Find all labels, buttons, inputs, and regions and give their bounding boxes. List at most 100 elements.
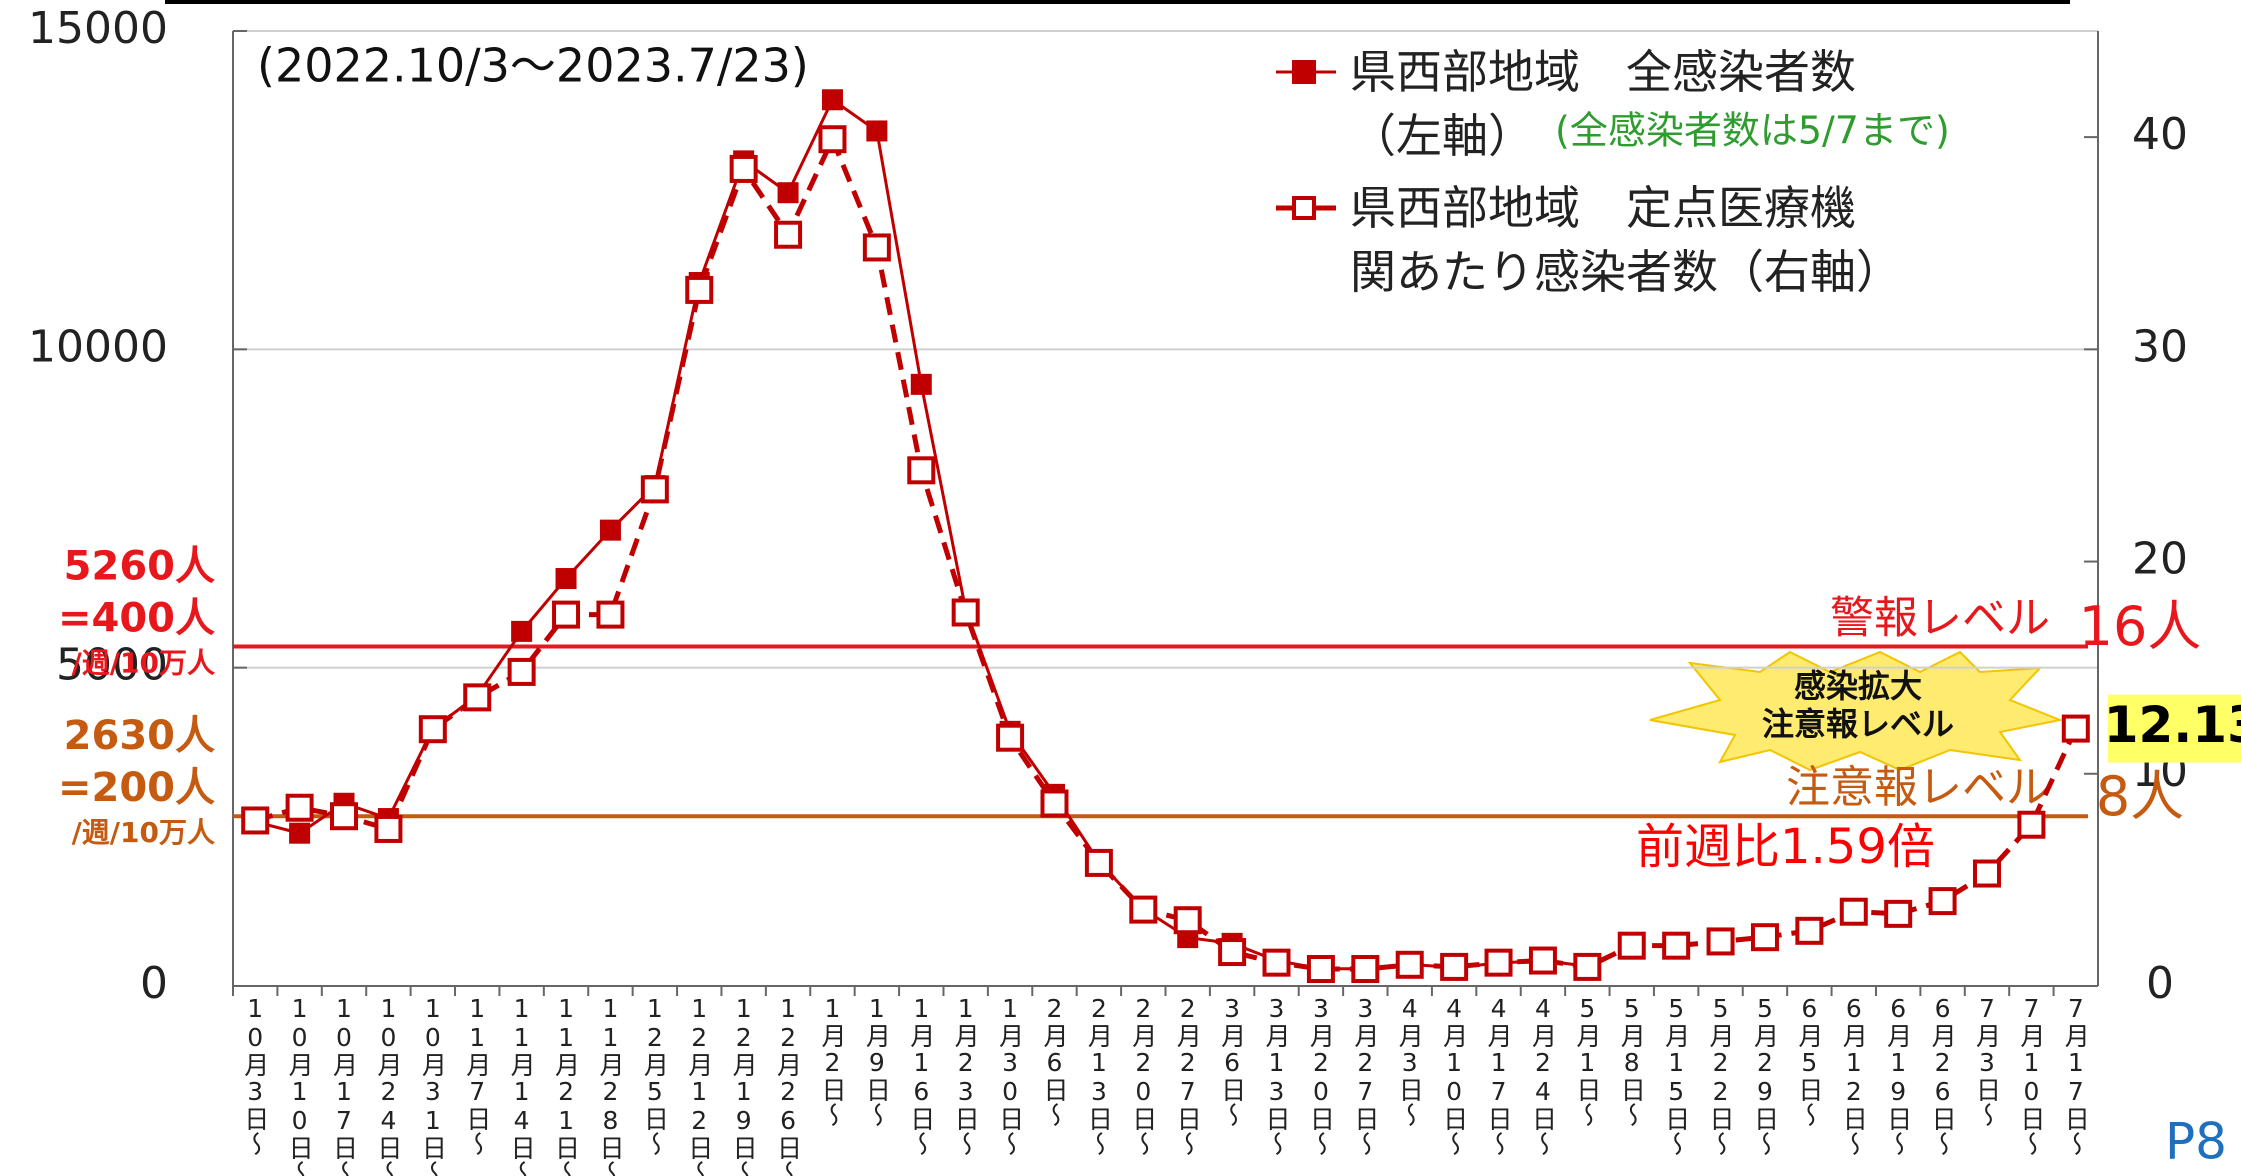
page-number: P8 [2165,1113,2227,1171]
x-tick-label: 10月24日～ [374,994,403,1176]
x-tick-label: 12月19日～ [729,994,758,1176]
y-tick-label: 15000 [28,3,168,54]
legend-note: (全感染者数は5/7まで) [1555,109,1950,153]
x-tick-label: 2月6日～ [1040,994,1069,1127]
x-tick-label: 11月28日～ [596,994,625,1176]
point [685,275,714,304]
reference-left-label: /週/10万人 [72,816,215,849]
point [552,600,581,629]
point [1528,946,1557,975]
reference-value-label: 8人 [2096,765,2184,828]
point [1839,897,1868,926]
x-tick-label: 12月5日～ [640,994,669,1156]
point [1573,952,1602,981]
reference-left-label: 2630人 [64,713,215,759]
point [1218,938,1247,967]
point [1706,927,1735,956]
x-tick-label: 4月3日～ [1395,994,1424,1127]
y2-tick-label: 30 [2132,321,2188,372]
point [1129,895,1158,924]
x-tick-label: 12月26日～ [774,994,803,1176]
x-tick-label: 6月19日～ [1884,994,1913,1156]
point [996,723,1025,752]
point [1795,916,1824,945]
point [418,715,447,744]
x-tick-label: 6月5日～ [1795,994,1824,1127]
point [289,822,311,844]
point [866,120,888,142]
x-tick-label: 4月24日～ [1528,994,1557,1156]
x-tick-label: 5月29日～ [1750,994,1779,1156]
ratio: 前週比1.59倍 [1636,819,1935,875]
point [1617,931,1646,960]
x-tick-label: 6月26日～ [1928,994,1957,1156]
x-tick-label: 1月16日～ [907,994,936,1156]
point [818,125,847,154]
reference-left-label: =400人 [58,595,215,641]
point [1084,848,1113,877]
point [1484,948,1513,977]
x-tick-label: 7月17日～ [2061,994,2090,1156]
point [1972,859,2001,888]
x-tick-label: 2月20日～ [1129,994,1158,1156]
point [821,89,843,111]
date-range: (2022.10/3～2023.7/23) [257,39,809,93]
y-tick-label: 0 [140,958,168,1009]
x-tick-label: 1月2日～ [818,994,847,1127]
point [907,456,936,485]
burst [1649,650,2064,772]
x-tick-label: 3月6日～ [1218,994,1247,1127]
value-label: 12.13 [2104,696,2241,754]
point [599,519,621,541]
y-tick-label: 5000 [56,640,168,691]
x-tick-label: 1月9日～ [862,994,891,1127]
reference-left-label: =200人 [58,765,215,811]
point [1440,952,1469,981]
burst-text: 感染拡大 [1794,667,1922,705]
point [507,657,536,686]
y2-tick-label: 20 [2132,534,2188,585]
x-tick-label: 11月21日～ [552,994,581,1176]
x-tick-label: 5月15日～ [1662,994,1691,1156]
point [729,154,758,183]
x-tick-label: 4月10日～ [1440,994,1469,1156]
point [640,475,669,504]
point [1395,950,1424,979]
point [330,802,359,831]
legend-marker [1292,196,1316,220]
x-tick-label: 7月3日～ [1972,994,2001,1127]
point [1662,931,1691,960]
x-tick-label: 5月22日～ [1706,994,1735,1156]
point [1306,955,1335,984]
reference-label: 警報レベル [1830,592,2050,643]
reference-label: 注意報レベル [1786,762,2050,813]
legend-marker [1292,60,1316,84]
point [511,620,533,642]
burst-text: 注意報レベル [1762,705,1954,743]
legend-text: 県西部地域 定点医療機関あたり感染者数（右軸） [1350,181,1902,299]
point [241,806,270,835]
point [463,683,492,712]
x-tick-label: 5月8日～ [1617,994,1646,1127]
y-tick-label: 10000 [28,321,168,372]
reference-left-label: 5260人 [64,543,215,589]
point [2017,810,2046,839]
point [862,233,891,262]
point [596,600,625,629]
point [1884,899,1913,928]
x-tick-label: 3月20日～ [1306,994,1335,1156]
point [777,182,799,204]
value-label-bg [2107,694,2241,763]
point [774,220,803,249]
x-tick-label: 10月3日～ [241,994,270,1156]
point [555,568,577,590]
x-tick-label: 6月12日～ [1839,994,1868,1156]
x-tick-label: 3月27日～ [1351,994,1380,1156]
point [285,793,314,822]
point [1351,955,1380,984]
legend-text: 県西部地域 全感染者数（左軸） [1350,45,1856,163]
point [1750,923,1779,952]
x-tick-label: 11月14日～ [507,994,536,1176]
